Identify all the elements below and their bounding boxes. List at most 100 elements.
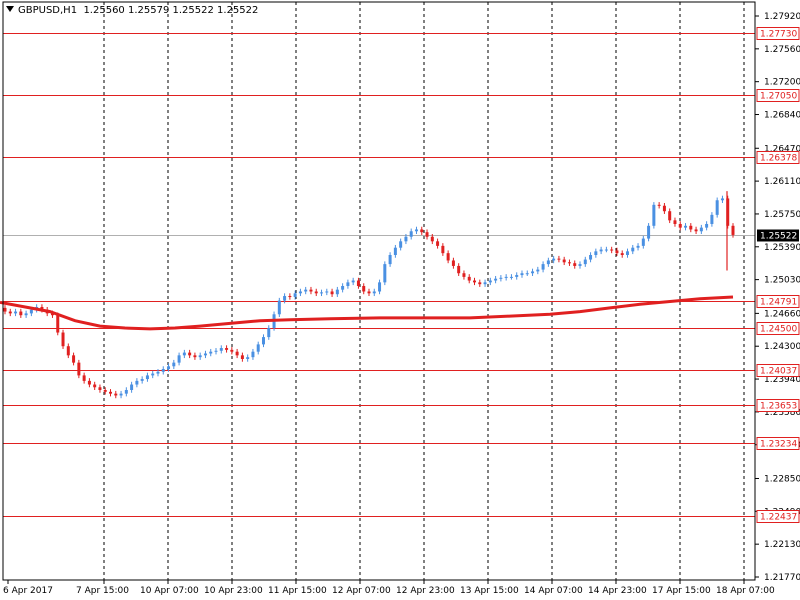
level-label-box (756, 364, 800, 377)
candle (309, 286, 313, 295)
y-tick-label: 1.23580 (764, 408, 800, 418)
level-label-box (756, 399, 800, 412)
candle (657, 202, 661, 209)
y-tick-label: 1.26840 (764, 111, 800, 121)
candle (177, 352, 181, 366)
candle (525, 270, 529, 276)
candle (14, 308, 18, 317)
candle (631, 244, 635, 255)
candle (182, 349, 186, 359)
chevron-down-icon[interactable] (6, 6, 14, 12)
candle (56, 312, 60, 336)
candle (87, 378, 91, 388)
candle (124, 387, 128, 397)
candle (367, 288, 371, 297)
candle (478, 279, 482, 287)
candle (552, 255, 556, 264)
candle (636, 243, 640, 251)
candle (24, 310, 28, 318)
y-tick-label: 1.27920 (764, 12, 800, 22)
candle (499, 275, 503, 282)
level-label: 1.27050 (760, 92, 797, 102)
candle (346, 279, 350, 289)
candle (462, 270, 466, 280)
x-tick-label: 12 Apr 23:00 (396, 586, 455, 596)
candle (356, 277, 360, 289)
candle (604, 246, 608, 253)
candle (19, 308, 23, 318)
candle (372, 288, 376, 297)
chart-header: GBPUSD,H1 1.25560 1.25579 1.25522 1.2552… (6, 5, 258, 16)
candle (599, 246, 603, 255)
x-tick-label: 14 Apr 07:00 (524, 586, 583, 596)
candle (277, 297, 281, 318)
candle (494, 275, 498, 284)
level-label-box (756, 151, 800, 164)
y-tick-label: 1.26470 (764, 144, 800, 154)
candle (531, 268, 535, 276)
y-tick-label: 1.26110 (764, 177, 800, 187)
level-label-box (756, 295, 800, 308)
level-label: 1.22437 (760, 513, 797, 523)
candle (256, 341, 260, 355)
candle (726, 195, 730, 229)
symbol-label: GBPUSD,H1 (18, 5, 78, 16)
moving-average (0, 295, 734, 331)
candle (715, 197, 719, 218)
candle (378, 279, 382, 295)
y-tick-label: 1.24300 (764, 342, 800, 352)
candle (625, 248, 629, 258)
candle (731, 223, 735, 238)
candle (430, 234, 434, 245)
x-tick-label: 11 Apr 15:00 (268, 586, 327, 596)
candle (536, 266, 540, 275)
level-label: 1.23234 (760, 440, 797, 450)
level-label: 1.27730 (760, 30, 797, 40)
candle (451, 257, 455, 269)
candle (214, 348, 218, 355)
candle (330, 288, 334, 297)
candle (441, 243, 445, 256)
candle (240, 352, 244, 362)
candle (341, 283, 345, 293)
x-tick-label: 10 Apr 07:00 (140, 586, 199, 596)
candle (172, 359, 176, 370)
candle (399, 238, 403, 251)
candle (325, 288, 329, 296)
candle (647, 223, 651, 242)
candle (546, 257, 550, 267)
candle (509, 274, 513, 280)
candle (161, 366, 165, 375)
candle (209, 348, 213, 357)
candle (652, 202, 656, 229)
candle (589, 252, 593, 263)
candle (483, 279, 487, 287)
candle (151, 370, 155, 379)
candle (167, 363, 171, 372)
candle (261, 334, 265, 348)
moving-average-line[interactable] (0, 295, 734, 331)
candle (145, 372, 149, 382)
candle (457, 263, 461, 276)
candle (578, 261, 582, 269)
candle (668, 208, 672, 224)
level-label-box (756, 437, 800, 450)
candle (436, 238, 440, 249)
candle (66, 343, 70, 359)
candle (140, 376, 144, 384)
x-tick-label: 7 Apr 15:00 (76, 586, 129, 596)
y-tick-label: 1.22850 (764, 474, 800, 484)
candle (583, 256, 587, 267)
candle (641, 235, 645, 249)
candle (541, 261, 545, 273)
candle (230, 347, 234, 355)
candle (77, 359, 81, 379)
candle (98, 384, 102, 393)
x-tick-label: 14 Apr 23:00 (588, 586, 647, 596)
y-tick-label: 1.25390 (764, 243, 800, 253)
candle (673, 217, 677, 227)
y-tick-label: 1.27200 (764, 78, 800, 88)
candle (219, 345, 223, 354)
